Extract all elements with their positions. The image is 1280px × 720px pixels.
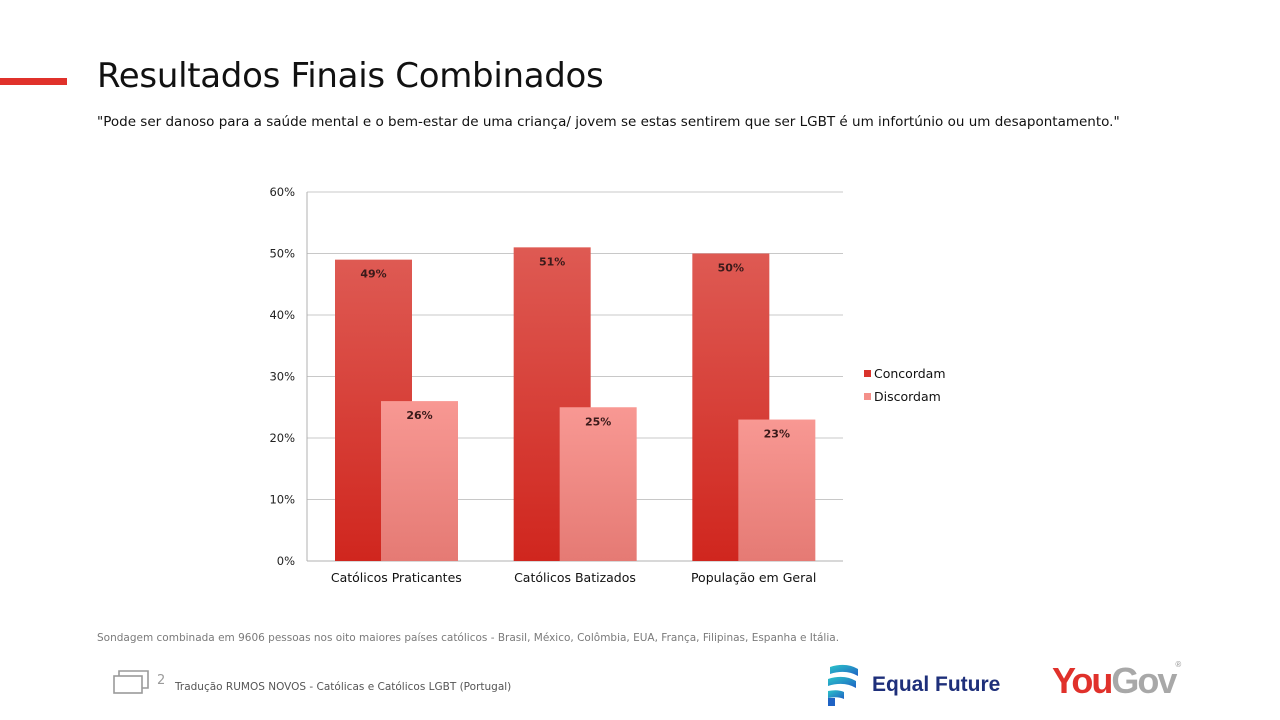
page-title: Resultados Finais Combinados — [97, 56, 604, 96]
x-category-label: População em Geral — [691, 570, 816, 585]
legend-label: Concordam — [874, 366, 946, 381]
data-label: 23% — [764, 428, 790, 441]
x-category-label: Católicos Praticantes — [331, 570, 462, 585]
x-category-label: Católicos Batizados — [514, 570, 636, 585]
data-label: 26% — [406, 409, 432, 422]
y-tick-label: 50% — [269, 247, 295, 261]
data-label: 50% — [718, 262, 744, 275]
data-label: 25% — [585, 415, 611, 428]
bar-discordam — [559, 407, 637, 561]
yougov-logo: YouGov® — [1052, 660, 1182, 701]
footnote: Sondagem combinada em 9606 pessoas nos o… — [97, 632, 840, 644]
data-label: 49% — [360, 268, 386, 281]
y-tick-label: 60% — [269, 185, 295, 199]
page-subtitle: "Pode ser danoso para a saúde mental e o… — [97, 114, 1120, 130]
y-tick-label: 0% — [277, 554, 295, 568]
equal-future-mark-icon — [828, 664, 858, 706]
footer-text: Tradução RUMOS NOVOS - Católicas e Catól… — [175, 681, 512, 693]
y-tick-label: 10% — [269, 493, 295, 507]
bar-chart: 0% 10% 20% 30% 40% 50% 60% 49% 26% Católicos Prat… — [269, 185, 946, 585]
legend-swatch — [864, 370, 871, 377]
equal-future-wordmark: Equal Future — [872, 673, 1001, 696]
legend-label: Discordam — [874, 389, 941, 404]
accent-bar — [0, 78, 67, 85]
bar-discordam — [381, 401, 458, 561]
bar-discordam — [738, 419, 816, 561]
y-tick-label: 20% — [269, 431, 295, 445]
data-label: 51% — [539, 255, 565, 268]
legend-swatch — [864, 393, 871, 400]
page-number: 2 — [157, 673, 166, 688]
slides-icon — [113, 670, 149, 694]
equal-future-logo: Equal Future — [824, 663, 1024, 707]
y-tick-label: 40% — [269, 308, 295, 322]
y-tick-label: 30% — [269, 370, 295, 384]
